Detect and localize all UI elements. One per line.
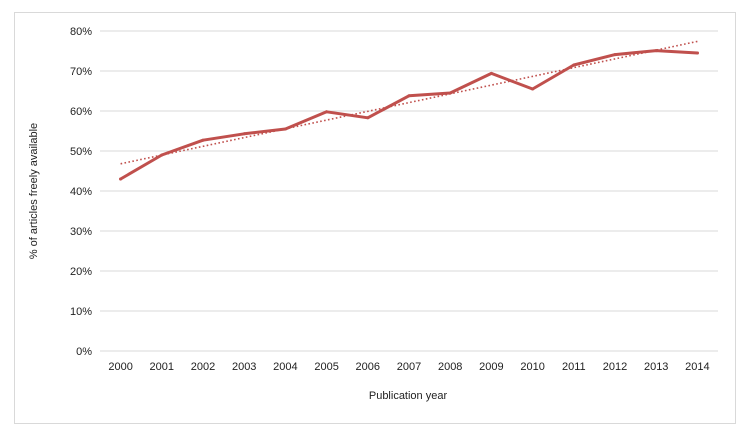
x-tick-label: 2002 — [191, 361, 215, 373]
chart-frame — [14, 12, 736, 424]
data-point — [613, 53, 617, 57]
data-point — [448, 91, 452, 95]
data-point — [654, 49, 658, 53]
x-tick-label: 2006 — [356, 361, 380, 373]
data-point — [119, 177, 123, 181]
data-point — [489, 71, 493, 75]
y-axis-ticks: 0% 10% 20% 30% 40% 50% 60% 70% 80% — [70, 26, 92, 358]
x-tick-label: 2008 — [438, 361, 462, 373]
x-tick-label: 2010 — [520, 361, 544, 373]
data-points — [119, 49, 699, 181]
y-tick-label: 50% — [70, 146, 92, 158]
y-tick-label: 0% — [76, 346, 92, 358]
x-tick-label: 2000 — [108, 361, 132, 373]
x-axis-title: Publication year — [369, 390, 448, 402]
x-tick-label: 2004 — [273, 361, 297, 373]
x-axis-ticks: 2000 2001 2002 2003 2004 2005 2006 2007 2008 2009… — [108, 361, 709, 373]
x-tick-label: 2014 — [685, 361, 709, 373]
x-tick-label: 2012 — [603, 361, 627, 373]
y-tick-label: 80% — [70, 26, 92, 38]
data-point — [160, 153, 164, 157]
trendline — [120, 40, 698, 165]
y-tick-label: 20% — [70, 266, 92, 278]
y-tick-label: 70% — [70, 66, 92, 78]
data-point — [366, 116, 370, 120]
x-tick-label: 2011 — [562, 361, 586, 373]
x-tick-label: 2001 — [150, 361, 174, 373]
y-tick-label: 30% — [70, 226, 92, 238]
series-line — [119, 49, 699, 181]
data-point — [201, 138, 205, 142]
data-point — [695, 51, 699, 55]
y-tick-label: 40% — [70, 186, 92, 198]
x-tick-label: 2003 — [232, 361, 256, 373]
data-point — [242, 132, 246, 136]
gridlines — [100, 30, 718, 352]
data-point — [283, 127, 287, 131]
y-axis-title: % of articles freely available — [28, 123, 40, 259]
data-point — [325, 110, 329, 114]
data-point — [531, 87, 535, 91]
y-tick-label: 60% — [70, 106, 92, 118]
x-tick-label: 2007 — [397, 361, 421, 373]
x-tick-label: 2013 — [644, 361, 668, 373]
data-point — [572, 63, 576, 67]
data-point — [407, 94, 411, 98]
x-tick-label: 2009 — [479, 361, 503, 373]
y-tick-label: 10% — [70, 306, 92, 318]
x-tick-label: 2005 — [314, 361, 338, 373]
